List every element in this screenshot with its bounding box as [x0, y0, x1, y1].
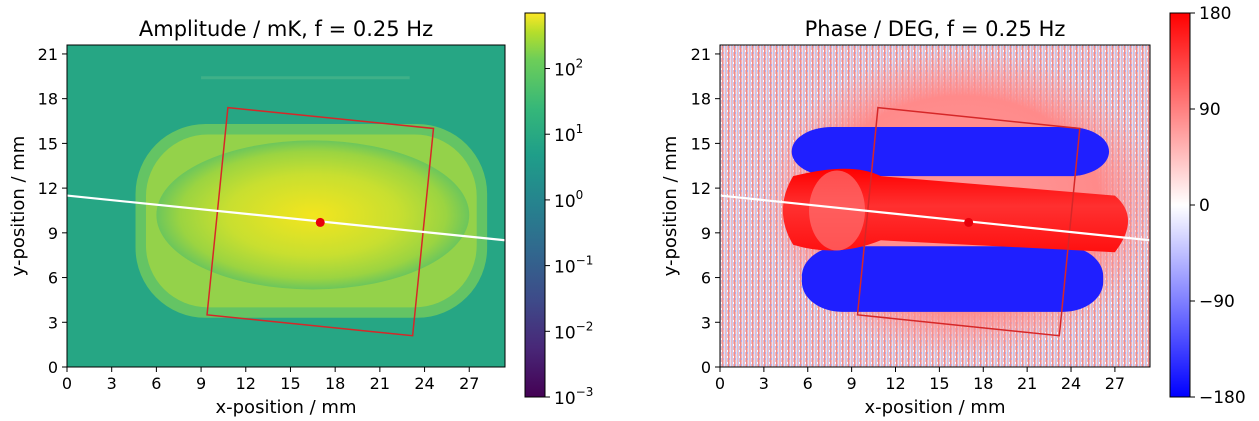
- center-point: [964, 217, 974, 227]
- y-tick-label: 9: [701, 224, 711, 243]
- colorbar-gradient: [1169, 12, 1191, 398]
- colorbar: 180 90 0 −90 −180: [1169, 4, 1246, 408]
- x-tick-label: 9: [196, 374, 206, 393]
- x-tick-label: 24: [414, 374, 434, 393]
- colorbar-tick-label: 10−2: [554, 319, 593, 343]
- heatmap-image: [67, 45, 505, 367]
- colorbar-tick-label: 180: [1199, 4, 1231, 24]
- x-axis-label: x-position / mm: [864, 397, 1005, 418]
- colorbar-tick-label: 101: [554, 122, 583, 146]
- y-tick-label: 15: [691, 134, 711, 153]
- y-tick-label: 3: [701, 313, 711, 332]
- chart-title: Amplitude / mK, f = 0.25 Hz: [139, 17, 433, 41]
- x-tick-label: 15: [280, 374, 300, 393]
- y-tick-label: 0: [48, 358, 58, 377]
- x-tick-label: 0: [715, 374, 725, 393]
- phase-band-top: [791, 126, 1110, 177]
- colorbar-tick-label: 10−3: [554, 385, 593, 409]
- axes-frame: [719, 44, 1151, 368]
- y-tick-label: 12: [691, 179, 711, 198]
- x-axis-label: x-position / mm: [215, 397, 356, 418]
- y-tick-label: 15: [38, 134, 58, 153]
- hot-region-core: [156, 140, 470, 290]
- colorbar-tick-label: −90: [1199, 292, 1235, 312]
- x-tick-label: 15: [929, 374, 949, 393]
- y-tick-label: 0: [701, 358, 711, 377]
- chart-panel-amplitude: 0 3 6 9 12 15 18 21 24 27 0 3 6 9 12 15 18 21 Amplitude / …: [8, 12, 593, 418]
- x-tick-label: 6: [151, 374, 161, 393]
- x-tick-label: 21: [1017, 374, 1037, 393]
- phase-core-glow: [809, 170, 866, 251]
- x-tick-label: 6: [803, 374, 813, 393]
- x-tick-label: 18: [973, 374, 993, 393]
- y-tick-label: 21: [38, 45, 58, 64]
- center-point: [315, 217, 325, 227]
- colorbar-tick-label: 100: [554, 188, 583, 212]
- chart-panel-phase: 0 3 6 9 12 15 18 21 24 27 0 3 6 9 12 15 18 21 Phase / DEG,…: [660, 4, 1246, 418]
- chart-title: Phase / DEG, f = 0.25 Hz: [805, 17, 1066, 41]
- axes-frame: [66, 44, 506, 368]
- colorbar-tick-label: −180: [1199, 388, 1246, 408]
- y-tick-label: 3: [48, 313, 58, 332]
- y-tick-label: 21: [691, 45, 711, 64]
- x-tick-label: 21: [370, 374, 390, 393]
- phase-band-bottom: [801, 246, 1104, 312]
- profile-line: [720, 194, 1150, 242]
- x-tick-label: 12: [236, 374, 256, 393]
- y-tick-label: 18: [691, 90, 711, 109]
- y-axis-label: y-position / mm: [8, 136, 29, 277]
- x-tick-label: 27: [1105, 374, 1125, 393]
- colorbar-tick-label: 102: [554, 57, 583, 81]
- x-tick-label: 24: [1061, 374, 1081, 393]
- roi-rectangle: [856, 106, 1081, 337]
- x-tick-label: 3: [107, 374, 117, 393]
- colorbar-gradient: [524, 12, 546, 398]
- x-tick-label: 27: [459, 374, 479, 393]
- colorbar-tick-label: 10−1: [554, 254, 593, 278]
- y-tick-label: 6: [701, 269, 711, 288]
- x-tick-label: 18: [325, 374, 345, 393]
- y-tick-label: 6: [48, 269, 58, 288]
- colorbar: 102 101 100 10−1 10−2 10−3: [524, 12, 593, 409]
- colorbar-tick-label: 90: [1199, 100, 1221, 120]
- y-axis-label: y-position / mm: [660, 136, 681, 277]
- colorbar-tick-label: 0: [1199, 196, 1210, 216]
- y-tick-label: 9: [48, 224, 58, 243]
- roi-rectangle: [206, 106, 435, 337]
- heatmap-image: [720, 45, 1150, 367]
- x-tick-label: 9: [847, 374, 857, 393]
- x-tick-label: 12: [885, 374, 905, 393]
- x-tick-label: 0: [62, 374, 72, 393]
- y-tick-label: 12: [38, 179, 58, 198]
- x-tick-label: 3: [759, 374, 769, 393]
- y-tick-label: 18: [38, 90, 58, 109]
- profile-line: [67, 194, 505, 242]
